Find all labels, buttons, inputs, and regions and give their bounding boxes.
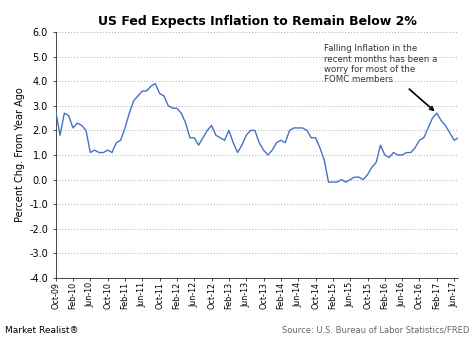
Text: Falling Inflation in the
recent months has been a
worry for most of the
FOMC mem: Falling Inflation in the recent months h… <box>324 44 438 110</box>
Text: Market Realist®: Market Realist® <box>5 325 78 335</box>
Title: US Fed Expects Inflation to Remain Below 2%: US Fed Expects Inflation to Remain Below… <box>98 15 417 28</box>
Text: Source: U.S. Bureau of Labor Statistics/FRED: Source: U.S. Bureau of Labor Statistics/… <box>282 325 469 335</box>
Y-axis label: Percent Chg. From Year Ago: Percent Chg. From Year Ago <box>15 88 25 222</box>
